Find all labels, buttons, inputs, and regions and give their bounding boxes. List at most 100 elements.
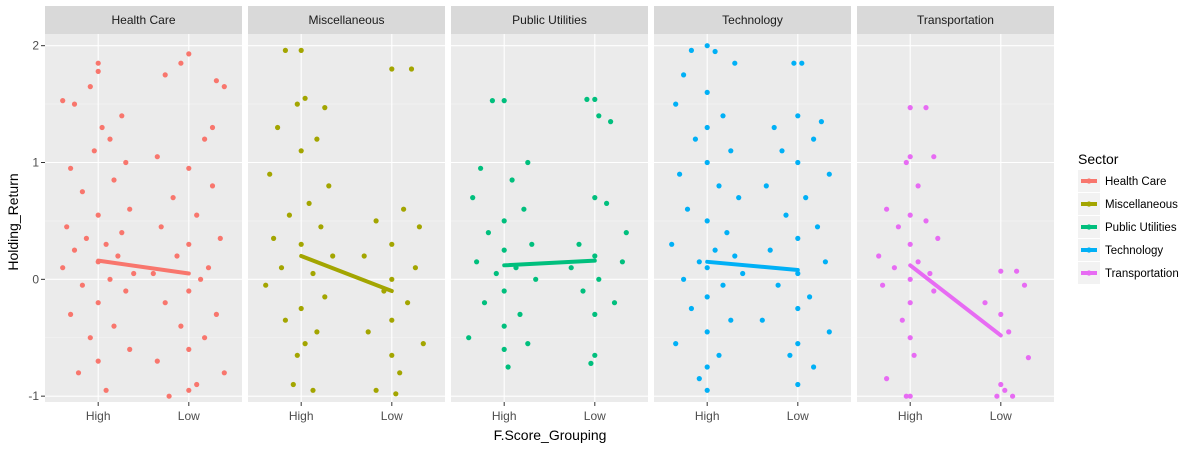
data-point xyxy=(732,253,738,259)
data-point xyxy=(282,317,288,323)
data-point xyxy=(278,265,285,271)
data-point xyxy=(209,183,216,189)
data-point xyxy=(198,276,204,282)
x-tick-label: High xyxy=(86,409,111,423)
data-point xyxy=(501,288,507,294)
data-point xyxy=(60,265,66,271)
data-point xyxy=(822,259,829,265)
data-point xyxy=(580,288,586,294)
data-point xyxy=(405,300,411,306)
data-point xyxy=(998,268,1004,274)
data-point xyxy=(791,60,797,66)
data-point xyxy=(712,247,718,253)
data-point xyxy=(681,72,687,78)
data-point xyxy=(485,230,491,236)
panel-background xyxy=(248,34,445,402)
data-point xyxy=(509,177,515,183)
data-point xyxy=(501,98,507,104)
data-point xyxy=(911,352,917,358)
data-point xyxy=(998,381,1004,388)
data-point xyxy=(688,47,695,54)
data-point xyxy=(60,98,66,104)
legend-label: Miscellaneous xyxy=(1105,199,1178,211)
data-point xyxy=(673,101,679,107)
data-point xyxy=(150,270,156,277)
data-point xyxy=(166,393,172,399)
data-point xyxy=(525,159,531,166)
x-tick-label: High xyxy=(289,409,314,423)
panel-health-care: Health Care High Low xyxy=(45,6,242,423)
data-point xyxy=(389,66,395,72)
data-point xyxy=(493,270,499,277)
data-point xyxy=(474,259,480,265)
data-point xyxy=(389,317,395,323)
data-point xyxy=(416,224,422,230)
strip-background xyxy=(248,6,445,34)
data-point xyxy=(221,84,227,90)
panel-miscellaneous: Miscellaneous High Low xyxy=(248,6,445,423)
data-point xyxy=(95,212,101,218)
data-point xyxy=(592,311,598,317)
data-point xyxy=(322,294,328,300)
data-point xyxy=(795,305,801,312)
data-point xyxy=(286,212,292,218)
data-point xyxy=(478,165,484,171)
data-point xyxy=(592,195,598,201)
data-point xyxy=(282,47,288,54)
legend-item-transportation: Transportation xyxy=(1078,262,1179,284)
data-point xyxy=(795,341,801,347)
data-point xyxy=(704,218,710,224)
data-point xyxy=(807,294,813,300)
data-point xyxy=(673,341,679,347)
data-point xyxy=(884,206,890,212)
data-point xyxy=(927,270,933,277)
data-point xyxy=(213,311,219,317)
data-point xyxy=(814,224,821,230)
data-point xyxy=(107,276,113,282)
data-point xyxy=(501,218,507,224)
data-point xyxy=(290,381,296,388)
data-point xyxy=(68,165,74,171)
data-point xyxy=(608,119,614,125)
data-point xyxy=(263,282,269,288)
y-tick-label: 2 xyxy=(32,39,39,53)
data-point xyxy=(87,84,93,90)
data-point xyxy=(907,393,913,399)
data-point xyxy=(75,370,82,376)
data-point xyxy=(931,288,937,294)
data-point xyxy=(95,358,101,364)
data-point xyxy=(596,276,602,282)
data-point xyxy=(162,72,168,78)
data-point xyxy=(186,165,192,171)
data-point xyxy=(576,241,582,247)
data-point xyxy=(704,294,710,300)
data-point xyxy=(681,276,687,282)
data-point xyxy=(298,47,304,54)
data-point xyxy=(903,159,909,166)
data-point xyxy=(186,387,192,393)
legend: Sector Health Care Miscellaneous Public Ut… xyxy=(1078,151,1179,284)
legend-key-point xyxy=(1086,270,1092,276)
data-point xyxy=(310,387,316,393)
data-point xyxy=(994,393,1000,399)
data-point xyxy=(202,136,208,142)
data-point xyxy=(704,89,710,95)
data-point xyxy=(412,265,418,271)
data-point xyxy=(720,113,726,119)
data-point xyxy=(103,387,109,393)
data-point xyxy=(876,253,882,259)
data-point xyxy=(767,247,773,253)
data-point xyxy=(704,43,710,49)
data-point xyxy=(310,270,316,277)
data-point xyxy=(584,96,590,102)
data-point xyxy=(95,300,101,306)
data-point xyxy=(87,335,93,341)
strip-background xyxy=(45,6,242,34)
data-point xyxy=(907,105,913,111)
data-point xyxy=(1021,282,1028,288)
data-point xyxy=(795,113,801,119)
data-point xyxy=(174,253,180,259)
data-point xyxy=(205,265,212,271)
